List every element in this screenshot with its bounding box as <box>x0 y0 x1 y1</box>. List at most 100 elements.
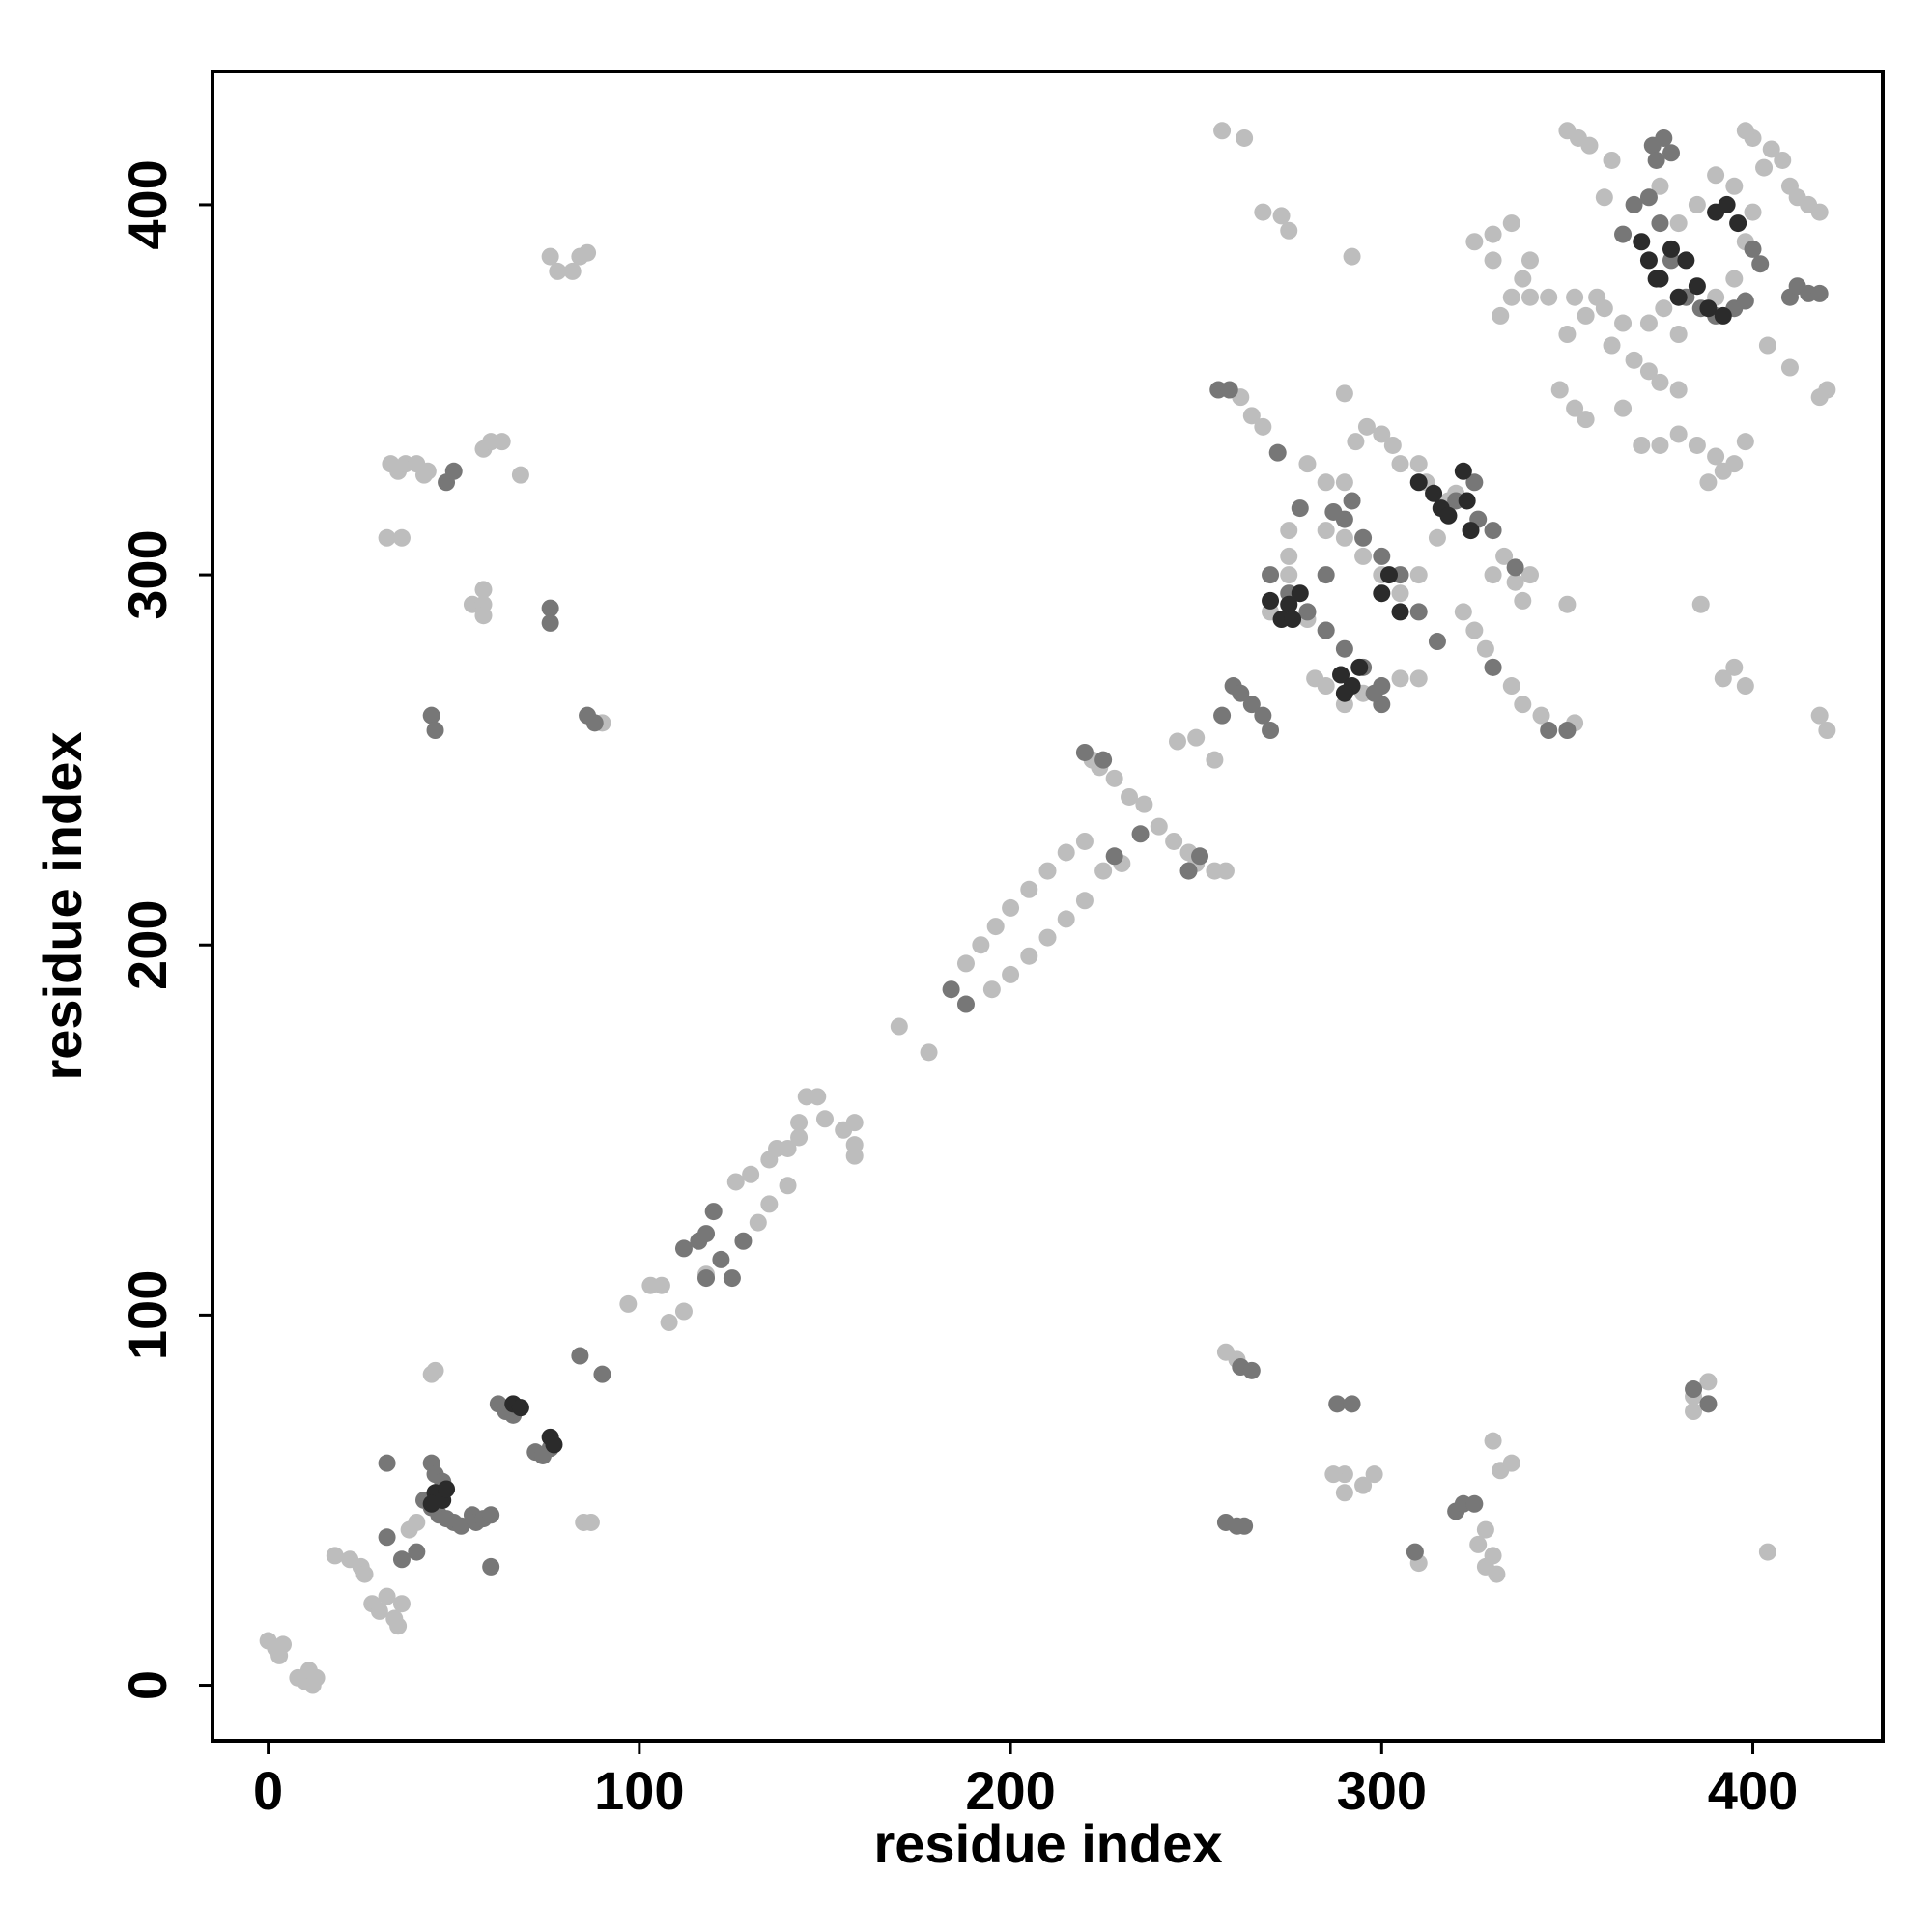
point <box>1520 251 1539 270</box>
point <box>1280 221 1298 240</box>
point <box>790 1114 809 1132</box>
point <box>1502 1454 1520 1472</box>
point <box>1298 603 1317 621</box>
point <box>541 247 559 266</box>
point <box>815 1110 834 1128</box>
point <box>1714 669 1732 688</box>
point <box>956 995 975 1013</box>
point <box>1484 225 1502 243</box>
point <box>1280 595 1298 613</box>
point <box>1655 128 1673 147</box>
point <box>1580 136 1599 155</box>
point <box>1168 732 1186 751</box>
point <box>482 1506 500 1524</box>
point <box>392 1595 411 1613</box>
point <box>1502 214 1520 233</box>
point <box>704 1203 723 1221</box>
point <box>1458 492 1476 510</box>
point <box>1057 843 1075 862</box>
point <box>1476 639 1494 658</box>
point <box>326 1547 344 1565</box>
point <box>845 1147 864 1165</box>
point <box>619 1294 638 1313</box>
point <box>1647 270 1665 288</box>
point <box>563 262 582 280</box>
point <box>1751 255 1770 273</box>
point <box>585 714 604 732</box>
point <box>1506 573 1524 591</box>
point <box>1165 832 1183 850</box>
point <box>1317 522 1335 540</box>
point <box>1495 547 1514 565</box>
point <box>1357 417 1376 436</box>
point <box>1254 706 1272 724</box>
point <box>674 1302 693 1321</box>
point <box>1492 306 1510 325</box>
point <box>1669 326 1688 344</box>
point <box>1409 566 1428 584</box>
point <box>726 1173 745 1191</box>
point <box>444 462 463 480</box>
point <box>712 1250 730 1268</box>
point <box>1462 522 1480 540</box>
point <box>1280 522 1298 540</box>
point <box>1484 1432 1502 1450</box>
point <box>920 1043 938 1062</box>
point <box>1425 484 1443 502</box>
point <box>809 1088 827 1106</box>
y-axis-title: residue index <box>32 731 93 1080</box>
point <box>1566 288 1584 306</box>
point <box>1566 399 1584 417</box>
point <box>1343 1395 1361 1413</box>
point <box>1818 722 1836 740</box>
point <box>652 1276 670 1294</box>
point <box>1465 233 1484 251</box>
point <box>1688 436 1706 454</box>
point <box>1484 566 1502 584</box>
point <box>1191 847 1209 866</box>
point <box>1633 233 1651 251</box>
y-tick-label: 100 <box>117 1270 178 1360</box>
point <box>422 1494 440 1513</box>
point <box>1714 306 1732 325</box>
point <box>1379 566 1398 584</box>
point <box>1810 284 1829 302</box>
point <box>1810 706 1829 724</box>
point <box>1428 528 1446 547</box>
point <box>571 1347 589 1365</box>
point <box>1484 522 1502 540</box>
point <box>1236 128 1254 147</box>
point <box>1476 1520 1494 1539</box>
point <box>579 243 597 262</box>
point <box>1343 492 1361 510</box>
point <box>1428 633 1446 651</box>
point <box>1647 151 1665 169</box>
point <box>1206 751 1224 769</box>
point <box>1280 547 1298 565</box>
point <box>541 613 559 632</box>
point <box>1254 203 1272 221</box>
point <box>1699 299 1718 318</box>
point <box>1002 898 1020 917</box>
point <box>1391 669 1409 688</box>
point <box>392 528 411 547</box>
point <box>1651 177 1669 195</box>
point <box>986 918 1005 936</box>
point <box>1409 473 1428 492</box>
point <box>1758 336 1776 355</box>
point <box>1317 566 1335 584</box>
point <box>1213 706 1232 724</box>
point <box>1736 677 1754 696</box>
point <box>1298 455 1317 473</box>
point <box>1335 473 1353 492</box>
point <box>1484 251 1502 270</box>
point <box>760 1195 779 1213</box>
plot-frame <box>211 70 1885 1743</box>
point <box>1272 207 1291 225</box>
point <box>1409 669 1428 688</box>
point <box>1514 270 1532 288</box>
point <box>1324 502 1343 521</box>
point <box>1669 425 1688 443</box>
